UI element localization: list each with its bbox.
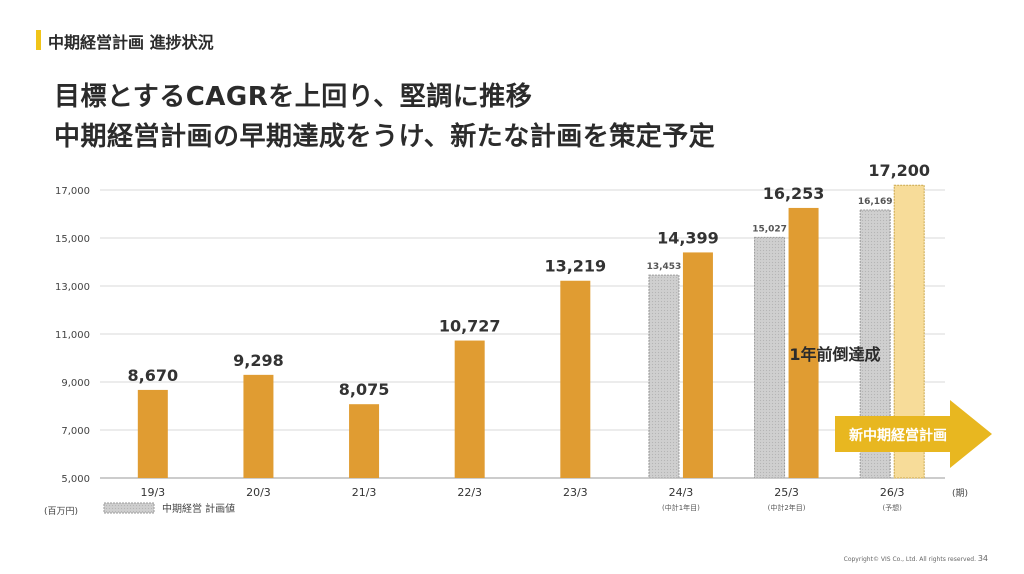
actual-bar — [243, 374, 274, 478]
y-tick-label: 5,000 — [61, 474, 90, 485]
plan-value-label: 13,453 — [647, 262, 682, 272]
plan-value-label: 15,027 — [752, 224, 787, 234]
x-tick-label: 26/3 — [880, 486, 905, 499]
plan-bar — [754, 236, 786, 479]
actual-bar — [682, 252, 713, 478]
headline-line-1: 目標とするCAGRを上回り、堅調に推移 — [54, 82, 533, 112]
x-tick-label: 25/3 — [774, 486, 799, 499]
legend-label: 中期経営 計画値 — [162, 502, 235, 515]
value-label: 16,253 — [763, 184, 825, 203]
legend-swatch — [103, 502, 155, 514]
actual-bar — [788, 207, 819, 479]
y-tick-label: 11,000 — [55, 330, 90, 341]
x-tick-label: 20/3 — [246, 486, 271, 499]
x-tick-label: 24/3 — [669, 486, 694, 499]
actual-bar — [454, 340, 485, 478]
y-axis-unit-label: (百万円) — [44, 506, 78, 517]
plan-bar — [648, 274, 680, 479]
y-tick-label: 13,000 — [55, 282, 90, 293]
value-label: 8,670 — [128, 366, 179, 385]
new-plan-arrow-label: 新中期経営計画 — [849, 427, 947, 444]
value-label: 8,075 — [339, 380, 390, 399]
x-tick-label: 21/3 — [352, 486, 377, 499]
section-accent-bar — [36, 30, 41, 50]
y-tick-label: 7,000 — [61, 426, 90, 437]
plan-value-label: 16,169 — [858, 197, 893, 207]
page-number: 34 — [977, 554, 988, 563]
y-tick-label: 15,000 — [55, 234, 90, 245]
actual-bar — [349, 404, 380, 478]
copyright-notice: Copyright© VIS Co., Ltd. All rights rese… — [843, 556, 976, 563]
y-tick-label: 9,000 — [61, 378, 90, 389]
actual-bar — [137, 389, 168, 478]
headline-line-2: 中期経営計画の早期達成をうけ、新たな計画を策定予定 — [54, 122, 716, 152]
value-label: 17,200 — [868, 161, 930, 180]
new-plan-arrow — [835, 400, 992, 468]
actual-bar — [560, 280, 591, 478]
x-axis-unit-label: (期) — [952, 488, 968, 499]
section-title: 中期経営計画 進捗状況 — [48, 33, 214, 52]
x-tick-sublabel: (予想) — [882, 503, 902, 512]
x-tick-label: 22/3 — [457, 486, 482, 499]
value-label: 9,298 — [233, 351, 284, 370]
value-label: 10,727 — [439, 317, 501, 336]
x-tick-label: 19/3 — [140, 486, 165, 499]
x-tick-sublabel: (中計2年目) — [768, 503, 806, 512]
x-tick-label: 23/3 — [563, 486, 588, 499]
early-achievement-annotation: 1年前倒達成 — [789, 345, 880, 364]
value-label: 13,219 — [544, 257, 606, 276]
value-label: 14,399 — [657, 228, 719, 247]
y-tick-label: 17,000 — [55, 186, 90, 197]
x-tick-sublabel: (中計1年目) — [662, 503, 700, 512]
